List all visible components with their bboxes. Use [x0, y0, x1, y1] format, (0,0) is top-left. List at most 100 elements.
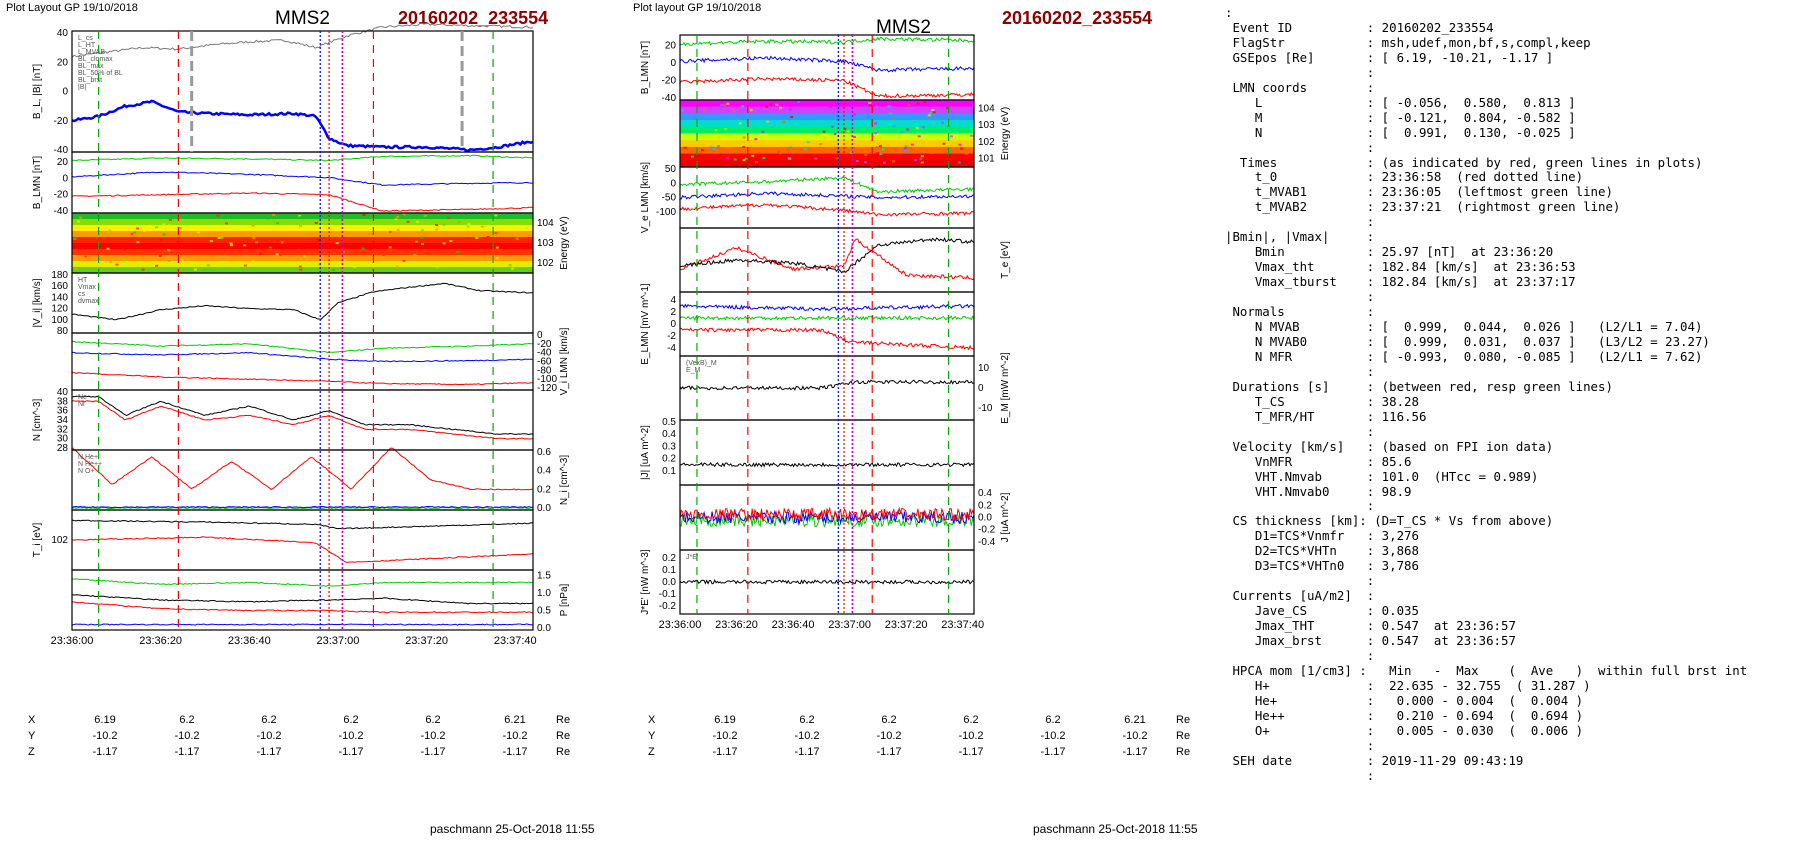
spectrogram-speckle [765, 105, 769, 108]
position-cell: -1.17 [958, 746, 984, 758]
spectrogram-speckle [920, 155, 924, 158]
legend-entry: BL_50% of BL [78, 70, 123, 77]
series-p-i [71, 578, 533, 587]
spectrogram-speckle [782, 121, 786, 124]
spectrogram-speckle [754, 138, 758, 141]
spectrogram-speckle [742, 159, 746, 162]
tick-label: -100 [656, 207, 676, 218]
left-spacecraft-title: MMS2 [275, 8, 330, 29]
spectrogram-speckle [942, 142, 946, 145]
axis-label: J*E' [nW m^-3] [640, 549, 651, 615]
spectrogram-speckle [751, 154, 755, 157]
spectrogram-speckle [837, 113, 841, 116]
spectrogram-speckle [413, 253, 417, 256]
panel-8: 0.40.2 0.0-0.2-0.4 J [uA m^-2] [679, 484, 1011, 551]
spectrogram-speckle [690, 104, 694, 107]
panel-frame [71, 389, 534, 451]
spectrogram-speckle [314, 221, 318, 224]
position-cell: 6.2 [881, 714, 897, 726]
spectrogram-band [72, 255, 533, 262]
spectrogram-speckle [814, 157, 818, 160]
panel-frame [679, 419, 975, 486]
spectrogram-speckle [788, 108, 792, 111]
tick-label: -100 [537, 374, 557, 385]
spectrogram-speckle [519, 261, 523, 264]
spectrogram-band [680, 120, 974, 128]
spectrogram-speckle [298, 216, 302, 219]
legend-entry: J*E' [686, 554, 698, 561]
spectrogram-speckle [917, 135, 921, 138]
spectrogram-speckle [873, 132, 877, 135]
spectrogram-speckle [843, 127, 847, 130]
spectrogram-speckle [749, 109, 753, 112]
spectrogram-speckle [388, 246, 392, 249]
spectrogram-speckle [475, 236, 479, 239]
panel-7: 0.6 0.4 0.2 0.0 N_i [cm^-3] N He+N He++N O+ [71, 446, 570, 514]
tick-label: -20 [54, 116, 69, 127]
spectrogram-speckle [402, 213, 406, 216]
spectrogram-speckle [822, 130, 826, 133]
spectrogram-band [680, 146, 974, 155]
series-t-par [71, 519, 534, 530]
spectrogram-speckle [910, 143, 914, 146]
position-cell: 6.2 [179, 714, 195, 726]
spectrogram-speckle [495, 257, 499, 260]
spectrogram-speckle [682, 142, 686, 145]
position-row: Y -10.2 -10.2 -10.2 -10.2 -10.2 -10.2 Re [648, 728, 1206, 744]
spectrogram-speckle [742, 145, 746, 148]
spectrogram-speckle [964, 152, 968, 155]
tick-label: 0.6 [537, 447, 551, 458]
spectrogram-speckle [879, 153, 883, 156]
legend-entry: E_M [686, 367, 701, 374]
tick-label: 40 [57, 28, 69, 39]
spectrogram-speckle [919, 126, 923, 129]
spectrogram-band [72, 213, 533, 220]
spectrogram-speckle [353, 266, 357, 269]
legend-entry: dvmax [78, 298, 99, 305]
spectrogram-speckle [109, 261, 113, 264]
spectrogram-speckle [768, 103, 772, 106]
spectrogram-speckle [742, 123, 746, 126]
spectrogram-speckle [316, 239, 320, 242]
spectrogram-speckle [133, 231, 137, 234]
spectrogram-speckle [84, 255, 88, 258]
tick-label: 103 [537, 238, 554, 249]
tick-label: 180 [51, 270, 68, 281]
spectrogram-speckle [159, 238, 163, 241]
position-row: X 6.19 6.2 6.2 6.2 6.2 6.21 Re [648, 712, 1206, 728]
legend-entry: Ne [78, 394, 87, 401]
right-event-title: 20160202_233554 [1002, 8, 1153, 28]
series-t [679, 236, 975, 274]
spectrogram-speckle [216, 214, 220, 217]
spectrogram-speckle [766, 120, 770, 123]
series-p-tot [71, 623, 534, 626]
time-tick-label: 23:36:00 [659, 619, 702, 631]
spectrogram-speckle [787, 121, 791, 124]
spectrogram-speckle [957, 161, 961, 164]
series-o- [71, 505, 533, 509]
spectrogram-speckle [179, 258, 183, 261]
axis-label: E_M [mW m^-2] [1000, 352, 1011, 424]
spectrogram-speckle [719, 104, 723, 107]
axis-label: |V_i| [km/s] [32, 278, 43, 327]
tick-label: 102 [978, 137, 995, 148]
tick-label: 0.2 [662, 454, 676, 465]
spectrogram-speckle [435, 228, 439, 231]
tick-label: -40 [54, 206, 69, 217]
spectrogram-speckle [892, 125, 896, 128]
spectrogram-speckle [77, 220, 81, 223]
tick-label: 0 [670, 319, 676, 330]
spectrogram-speckle [467, 223, 471, 226]
axis-label: V_i LMN [km/s] [559, 327, 570, 395]
panel-7: 0.50.40.3 0.20.1 |J| [uA m^-2] [640, 417, 975, 486]
panel-frame [679, 549, 975, 615]
tick-label: 0.4 [662, 429, 676, 440]
axis-label: Energy (eV) [559, 216, 570, 269]
spectrogram-band [72, 261, 533, 268]
spectrogram-speckle [298, 215, 302, 218]
series-ne [71, 400, 534, 440]
spectrogram-speckle [166, 245, 170, 248]
spectrogram-speckle [164, 227, 168, 230]
axis-label: B_LMN [nT] [32, 156, 43, 210]
spectrogram-speckle [742, 136, 746, 139]
